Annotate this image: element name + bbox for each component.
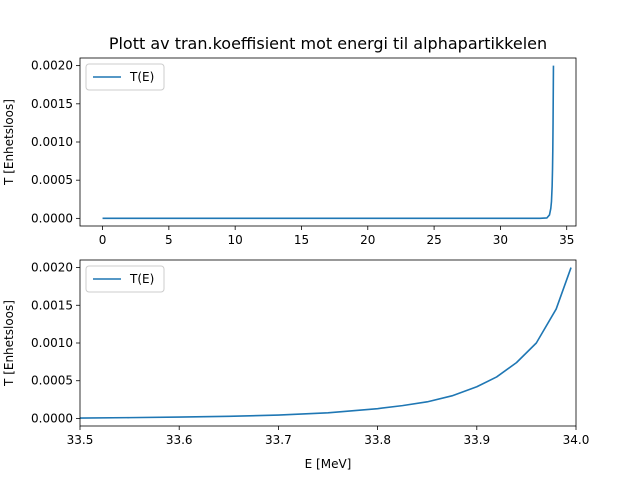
x-tick-label: 33.8 [364, 433, 391, 447]
top-plot-axes: 0 5 10 15 20 25 30 35 0.0000 0.0005 0.0010 0.0015 0.… [2, 57, 577, 247]
x-axis-label: E [MeV] [305, 457, 352, 471]
y-tick-label: 0.0020 [31, 261, 73, 275]
y-tick-label: 0.0015 [31, 97, 73, 111]
x-tick-label: 15 [294, 233, 309, 247]
y-tick-label: 0.0010 [31, 135, 73, 149]
chart-title: Plott av tran.koeffisient mot energi til… [109, 34, 547, 53]
y-tick-label: 0.0010 [31, 336, 73, 350]
y-tick-label: 0.0000 [31, 211, 73, 225]
legend-label: T(E) [129, 70, 154, 84]
legend-box [85, 63, 165, 91]
y-tick-label: 0.0005 [31, 374, 73, 388]
x-tick-label: 0 [99, 233, 107, 247]
legend: T(E) [85, 63, 165, 91]
x-tick-label: 33.9 [463, 433, 490, 447]
series-line-t-e [80, 267, 572, 419]
x-tick-label: 33.7 [265, 433, 292, 447]
axes-frame [79, 259, 577, 427]
y-tick-label: 0.0000 [31, 411, 73, 425]
x-tick-label: 10 [228, 233, 243, 247]
axes-frame [79, 57, 577, 227]
x-tick-label: 30 [493, 233, 508, 247]
legend-label: T(E) [129, 272, 154, 286]
legend: T(E) [85, 265, 165, 293]
series-line-t-e [102, 65, 555, 220]
y-tick-label: 0.0020 [31, 59, 73, 73]
x-tick-label: 5 [165, 233, 173, 247]
y-axis-label: T [Enhetsloos] [2, 99, 16, 186]
y-axis-label: T [Enhetsloos] [2, 300, 16, 387]
bottom-plot-axes: 33.5 33.6 33.7 33.8 33.9 34.0 0.0000 0.0005 0.00… [2, 259, 590, 471]
y-tick-label: 0.0015 [31, 298, 73, 312]
legend-box [85, 265, 165, 293]
x-tick-label: 20 [360, 233, 375, 247]
x-tick-label: 35 [559, 233, 574, 247]
x-tick-label: 34.0 [563, 433, 590, 447]
y-tick-label: 0.0005 [31, 173, 73, 187]
x-tick-label: 33.5 [67, 433, 94, 447]
x-tick-label: 33.6 [166, 433, 193, 447]
x-tick-label: 25 [426, 233, 441, 247]
